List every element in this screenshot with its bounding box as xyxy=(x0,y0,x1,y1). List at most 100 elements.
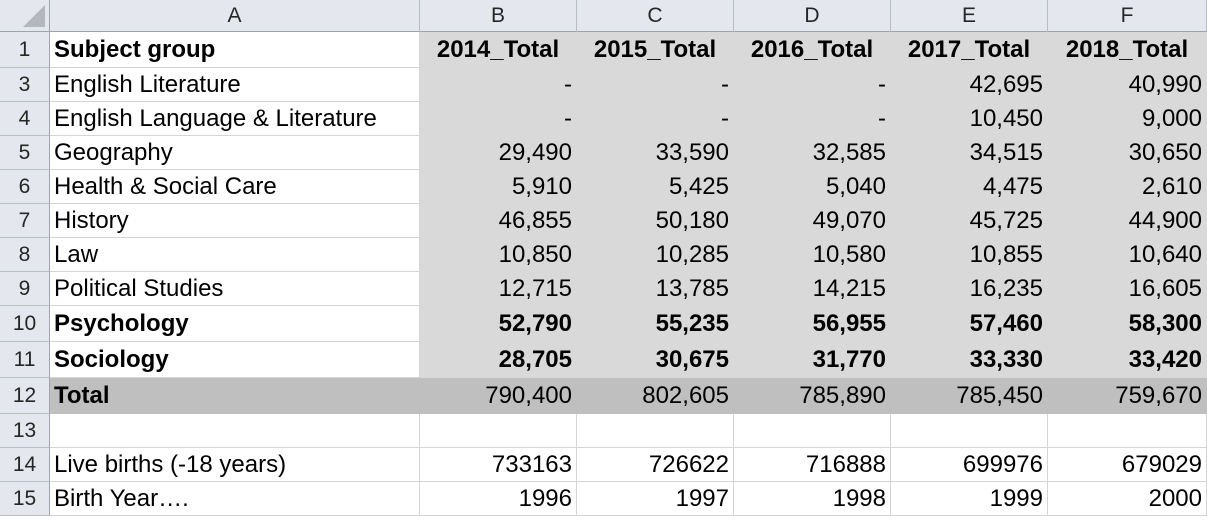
row-header-9[interactable]: 9 xyxy=(0,272,50,306)
cell-d13[interactable] xyxy=(734,414,891,448)
cell-e12[interactable]: 785,450 xyxy=(891,378,1048,414)
cell-e13[interactable] xyxy=(891,414,1048,448)
cell-f9[interactable]: 16,605 xyxy=(1048,272,1207,306)
column-header-e[interactable]: E xyxy=(891,0,1048,32)
cell-c8[interactable]: 10,285 xyxy=(577,238,734,272)
row-header-11[interactable]: 11 xyxy=(0,342,50,378)
column-header-a[interactable]: A xyxy=(50,0,420,32)
cell-e10[interactable]: 57,460 xyxy=(891,306,1048,342)
cell-f10[interactable]: 58,300 xyxy=(1048,306,1207,342)
column-header-c[interactable]: C xyxy=(577,0,734,32)
column-header-b[interactable]: B xyxy=(420,0,577,32)
cell-b15[interactable]: 1996 xyxy=(420,482,577,516)
row-header-1[interactable]: 1 xyxy=(0,32,50,68)
cell-c15[interactable]: 1997 xyxy=(577,482,734,516)
select-all-corner[interactable] xyxy=(0,0,50,32)
cell-d3[interactable]: - xyxy=(734,68,891,102)
cell-b4[interactable]: - xyxy=(420,102,577,136)
cell-b9[interactable]: 12,715 xyxy=(420,272,577,306)
row-header-12[interactable]: 12 xyxy=(0,378,50,414)
cell-b13[interactable] xyxy=(420,414,577,448)
cell-e8[interactable]: 10,855 xyxy=(891,238,1048,272)
cell-c5[interactable]: 33,590 xyxy=(577,136,734,170)
cell-c14[interactable]: 726622 xyxy=(577,448,734,482)
cell-f13[interactable] xyxy=(1048,414,1207,448)
row-header-15[interactable]: 15 xyxy=(0,482,50,516)
cell-b11[interactable]: 28,705 xyxy=(420,342,577,378)
cell-c10[interactable]: 55,235 xyxy=(577,306,734,342)
cell-c11[interactable]: 30,675 xyxy=(577,342,734,378)
cell-f14[interactable]: 679029 xyxy=(1048,448,1207,482)
cell-e3[interactable]: 42,695 xyxy=(891,68,1048,102)
row-header-4[interactable]: 4 xyxy=(0,102,50,136)
row-header-14[interactable]: 14 xyxy=(0,448,50,482)
row-header-8[interactable]: 8 xyxy=(0,238,50,272)
cell-b5[interactable]: 29,490 xyxy=(420,136,577,170)
cell-d5[interactable]: 32,585 xyxy=(734,136,891,170)
cell-c6[interactable]: 5,425 xyxy=(577,170,734,204)
cell-d6[interactable]: 5,040 xyxy=(734,170,891,204)
cell-b10[interactable]: 52,790 xyxy=(420,306,577,342)
cell-f5[interactable]: 30,650 xyxy=(1048,136,1207,170)
cell-a6[interactable]: Health & Social Care xyxy=(50,170,420,204)
cell-a11[interactable]: Sociology xyxy=(50,342,420,378)
cell-d12[interactable]: 785,890 xyxy=(734,378,891,414)
cell-e4[interactable]: 10,450 xyxy=(891,102,1048,136)
cell-a15[interactable]: Birth Year…. xyxy=(50,482,420,516)
cell-d8[interactable]: 10,580 xyxy=(734,238,891,272)
cell-f6[interactable]: 2,610 xyxy=(1048,170,1207,204)
cell-d4[interactable]: - xyxy=(734,102,891,136)
cell-f15[interactable]: 2000 xyxy=(1048,482,1207,516)
cell-f3[interactable]: 40,990 xyxy=(1048,68,1207,102)
cell-c3[interactable]: - xyxy=(577,68,734,102)
cell-a1[interactable]: Subject group xyxy=(50,32,420,68)
cell-b14[interactable]: 733163 xyxy=(420,448,577,482)
cell-f8[interactable]: 10,640 xyxy=(1048,238,1207,272)
cell-e11[interactable]: 33,330 xyxy=(891,342,1048,378)
row-header-7[interactable]: 7 xyxy=(0,204,50,238)
cell-a7[interactable]: History xyxy=(50,204,420,238)
cell-c4[interactable]: - xyxy=(577,102,734,136)
cell-f1[interactable]: 2018_Total xyxy=(1048,32,1207,68)
cell-e14[interactable]: 699976 xyxy=(891,448,1048,482)
cell-e1[interactable]: 2017_Total xyxy=(891,32,1048,68)
row-header-10[interactable]: 10 xyxy=(0,306,50,342)
cell-c7[interactable]: 50,180 xyxy=(577,204,734,238)
cell-c13[interactable] xyxy=(577,414,734,448)
cell-d15[interactable]: 1998 xyxy=(734,482,891,516)
cell-b7[interactable]: 46,855 xyxy=(420,204,577,238)
cell-d14[interactable]: 716888 xyxy=(734,448,891,482)
cell-b1[interactable]: 2014_Total xyxy=(420,32,577,68)
cell-b6[interactable]: 5,910 xyxy=(420,170,577,204)
row-header-13[interactable]: 13 xyxy=(0,414,50,448)
cell-e6[interactable]: 4,475 xyxy=(891,170,1048,204)
cell-b8[interactable]: 10,850 xyxy=(420,238,577,272)
column-header-d[interactable]: D xyxy=(734,0,891,32)
cell-e15[interactable]: 1999 xyxy=(891,482,1048,516)
cell-f11[interactable]: 33,420 xyxy=(1048,342,1207,378)
cell-a4[interactable]: English Language & Literature xyxy=(50,102,420,136)
cell-b3[interactable]: - xyxy=(420,68,577,102)
row-header-6[interactable]: 6 xyxy=(0,170,50,204)
column-header-f[interactable]: F xyxy=(1048,0,1207,32)
cell-a12[interactable]: Total xyxy=(50,378,420,414)
cell-b12[interactable]: 790,400 xyxy=(420,378,577,414)
cell-d10[interactable]: 56,955 xyxy=(734,306,891,342)
cell-d9[interactable]: 14,215 xyxy=(734,272,891,306)
cell-d1[interactable]: 2016_Total xyxy=(734,32,891,68)
row-header-5[interactable]: 5 xyxy=(0,136,50,170)
cell-c9[interactable]: 13,785 xyxy=(577,272,734,306)
cell-f12[interactable]: 759,670 xyxy=(1048,378,1207,414)
cell-e9[interactable]: 16,235 xyxy=(891,272,1048,306)
cell-d11[interactable]: 31,770 xyxy=(734,342,891,378)
cell-d7[interactable]: 49,070 xyxy=(734,204,891,238)
cell-a5[interactable]: Geography xyxy=(50,136,420,170)
cell-f4[interactable]: 9,000 xyxy=(1048,102,1207,136)
cell-a9[interactable]: Political Studies xyxy=(50,272,420,306)
cell-a14[interactable]: Live births (-18 years) xyxy=(50,448,420,482)
cell-a8[interactable]: Law xyxy=(50,238,420,272)
cell-a3[interactable]: English Literature xyxy=(50,68,420,102)
cell-e7[interactable]: 45,725 xyxy=(891,204,1048,238)
cell-c1[interactable]: 2015_Total xyxy=(577,32,734,68)
cell-c12[interactable]: 802,605 xyxy=(577,378,734,414)
